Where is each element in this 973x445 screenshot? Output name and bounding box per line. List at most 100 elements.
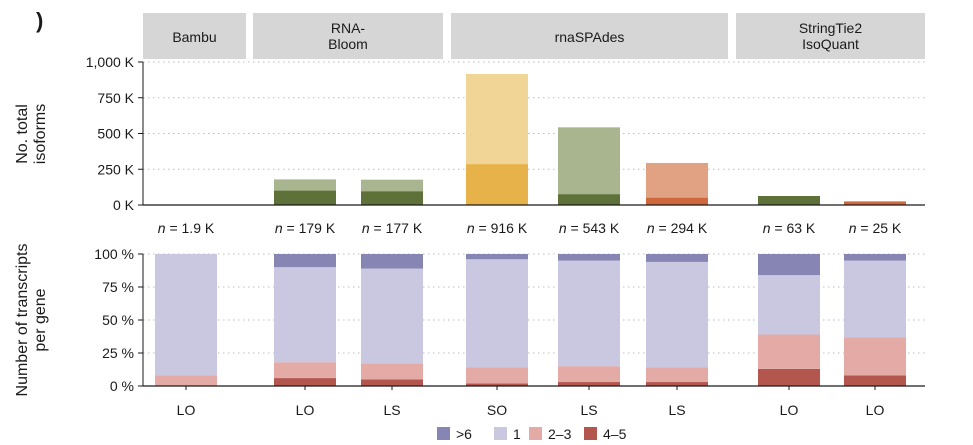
n-label-value: = 1.9 K	[166, 220, 215, 236]
group-header-label: RNA-	[331, 20, 366, 36]
group-headers: Bambu RNA-Bloom rnaSPAdes StringTie2IsoQuan…	[143, 13, 925, 59]
x-category-label: LO	[296, 402, 315, 418]
top-y-axis-label: No. totalisoforms	[14, 104, 49, 164]
bottom-y-axis-label: Number of transcriptsper gene	[14, 244, 49, 397]
x-category-label: SO	[487, 402, 507, 418]
bottom-bar-segment	[844, 260, 906, 338]
bottom-bar-segment	[466, 367, 528, 384]
bottom-bar-segment	[646, 382, 708, 386]
n-label-var: n	[559, 220, 567, 236]
top-bar-total	[558, 127, 620, 205]
bottom-bar-segment	[361, 268, 423, 364]
bottom-bar-segment	[844, 375, 906, 386]
bottom-bar-segment	[155, 254, 217, 376]
bottom-bar-segment	[758, 275, 820, 335]
legend-label: 2–3	[548, 426, 572, 442]
n-label: n = 1.9 K	[158, 220, 215, 236]
n-label: n = 63 K	[763, 220, 816, 236]
n-label-var: n	[647, 220, 655, 236]
bottom-tick-label: 25 %	[102, 345, 134, 361]
n-label-var: n	[362, 220, 370, 236]
n-label-value: = 177 K	[370, 220, 423, 236]
top-y-axis-label-line: isoforms	[32, 104, 49, 164]
bottom-bar-segment	[361, 254, 423, 269]
top-tick-label: 0 K	[113, 197, 135, 213]
group-header-box	[253, 13, 443, 59]
bottom-bar-segment	[758, 368, 820, 386]
bottom-bar-segment	[361, 363, 423, 380]
group-header-label: Bloom	[328, 36, 368, 52]
bottom-tick-label: 50 %	[102, 312, 134, 328]
n-label-var: n	[158, 220, 166, 236]
bottom-bar-segment	[646, 254, 708, 262]
n-label: n = 294 K	[647, 220, 708, 236]
top-y-axis-label-line: No. total	[14, 104, 31, 164]
x-category-label: LO	[780, 402, 799, 418]
bottom-y-axis-label-line: per gene	[32, 288, 49, 351]
bottom-chart-transcripts-per-gene: 0 % 25 % 50 % 75 % 100 % Number of transcript…	[14, 244, 925, 418]
bottom-y-axis-label-line: Number of transcripts	[14, 244, 31, 397]
bottom-bar-segment	[466, 254, 528, 260]
top-tick-label: 250 K	[97, 161, 134, 177]
x-category-label: LS	[580, 402, 597, 418]
bottom-bar-segment	[758, 254, 820, 276]
n-label: n = 179 K	[275, 220, 336, 236]
n-label-var: n	[275, 220, 283, 236]
x-category-label: LO	[177, 402, 196, 418]
top-bar-dark	[758, 195, 820, 205]
n-label-var: n	[467, 220, 475, 236]
n-label-var: n	[849, 220, 857, 236]
bottom-bar-segment	[274, 254, 336, 268]
bottom-bar-segment	[274, 378, 336, 386]
bottom-bar-segment	[155, 375, 217, 386]
top-tick-label: 1,000 K	[86, 54, 135, 70]
legend-label: 1	[513, 426, 521, 442]
bottom-bar-segment	[646, 261, 708, 368]
legend-swatch	[437, 427, 450, 440]
legend-swatch	[584, 427, 597, 440]
group-header-box	[143, 13, 246, 59]
x-category-label: LS	[668, 402, 685, 418]
bottom-bar-segment	[558, 254, 620, 261]
legend-swatch	[494, 427, 507, 440]
legend-label: >6	[456, 426, 472, 442]
bottom-bar-segment	[274, 267, 336, 363]
n-label: n = 25 K	[849, 220, 902, 236]
group-header-label: Bambu	[172, 29, 216, 45]
top-bar-dark	[646, 197, 708, 205]
group-header-label: rnaSPAdes	[555, 29, 625, 45]
bottom-bar-segment	[844, 337, 906, 376]
bottom-bar-segment	[466, 259, 528, 368]
bottom-bar-segment	[558, 260, 620, 367]
bottom-tick-label: 100 %	[94, 246, 134, 262]
bottom-bar-segment	[558, 366, 620, 383]
top-tick-label: 750 K	[97, 90, 134, 106]
legend-swatch	[529, 427, 542, 440]
n-label-value: = 916 K	[475, 220, 528, 236]
bottom-bar-segment	[646, 367, 708, 383]
top-chart-total-isoforms: 0 K 250 K 500 K 750 K 1,000 K No. totalisofor…	[14, 54, 925, 213]
group-header-label: StringTie2	[799, 20, 863, 36]
group-header-box	[451, 13, 728, 59]
bottom-bar-segment	[758, 334, 820, 369]
top-tick-label: 500 K	[97, 126, 134, 142]
x-category-label: LS	[383, 402, 400, 418]
bottom-bar-segment	[844, 254, 906, 261]
top-bar-dark	[558, 194, 620, 205]
n-label: n = 916 K	[467, 220, 528, 236]
bottom-tick-label: 75 %	[102, 279, 134, 295]
group-header-label: IsoQuant	[802, 36, 859, 52]
n-label-value: = 543 K	[567, 220, 620, 236]
top-bar-dark	[274, 190, 336, 205]
top-bar-dark	[844, 201, 906, 205]
bottom-bar-segment	[361, 379, 423, 386]
group-header-box	[736, 13, 925, 59]
bottom-tick-label: 0 %	[110, 378, 134, 394]
bottom-bar-segment	[466, 383, 528, 386]
bottom-bar-segment	[274, 362, 336, 379]
n-label-value: = 63 K	[771, 220, 816, 236]
n-label: n = 177 K	[362, 220, 423, 236]
n-label: n = 543 K	[559, 220, 620, 236]
